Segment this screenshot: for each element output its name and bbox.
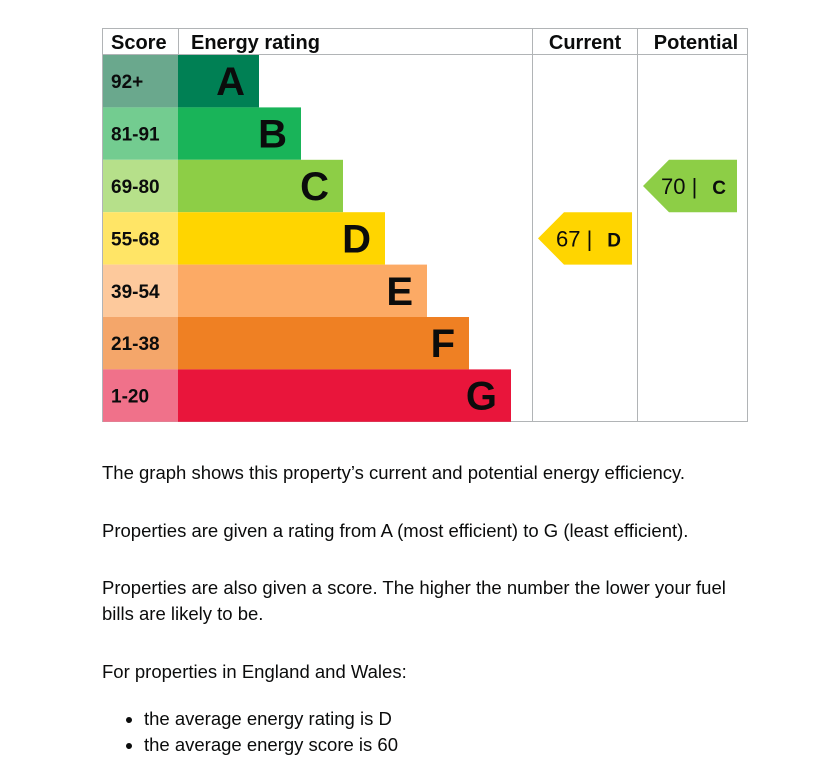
score-label-c: 69-80	[111, 177, 160, 198]
score-header: Score	[111, 32, 167, 54]
description-rating: Properties are given a rating from A (mo…	[102, 520, 689, 541]
score-cell-c	[103, 159, 178, 213]
description-score: Properties are also given a score. The h…	[102, 577, 726, 624]
rating-indicators: 67 | D 70 | C	[538, 159, 737, 265]
potential-rating-value: 70 |	[661, 174, 697, 199]
band-letter-d: D	[342, 217, 371, 261]
band-letter-g: G	[466, 375, 497, 419]
score-cell-a	[103, 55, 178, 108]
band-bar-a	[178, 55, 259, 108]
score-cell-g	[103, 369, 178, 422]
score-label-a: 92+	[111, 72, 143, 93]
score-cell-b	[103, 107, 178, 160]
band-letter-c: C	[300, 165, 329, 209]
energy-rating-header: Energy rating	[191, 32, 320, 54]
band-bar-g	[178, 369, 511, 422]
epc-chart: Score Energy rating Current Potential 92…	[102, 28, 748, 422]
score-label-e: 39-54	[111, 282, 160, 303]
score-label-g: 1-20	[111, 387, 149, 408]
current-rating-letter: D	[607, 230, 621, 251]
average-score-item: the average energy score is 60	[144, 732, 398, 758]
score-cell-f	[103, 317, 178, 370]
band-bar-d	[178, 212, 385, 265]
potential-rating-letter: C	[712, 178, 726, 199]
score-cell-e	[103, 264, 178, 317]
current-rating-arrow	[538, 212, 632, 265]
description-graph: The graph shows this property’s current …	[102, 462, 686, 483]
band-bar-f	[178, 317, 469, 370]
band-letter-e: E	[386, 270, 413, 314]
band-bar-b	[178, 107, 301, 160]
average-list: the average energy rating is D the avera…	[102, 706, 398, 758]
score-label-f: 21-38	[111, 334, 160, 355]
score-cell-d	[103, 212, 178, 265]
score-label-b: 81-91	[111, 125, 160, 146]
average-rating-item: the average energy rating is D	[144, 706, 398, 732]
potential-header: Potential	[654, 32, 738, 54]
band-letter-b: B	[258, 113, 287, 157]
score-label-d: 55-68	[111, 229, 160, 250]
current-header: Current	[549, 32, 622, 54]
description-region: For properties in England and Wales:	[102, 661, 407, 682]
potential-rating-arrow	[643, 159, 737, 213]
band-bar-c	[178, 159, 343, 213]
current-rating-value: 67 |	[556, 226, 592, 251]
rating-bands: 92+ A 81-91 B 69-80 C 55-68 D 39-54 E 21-38 F 1-20 G	[103, 55, 511, 422]
band-letter-a: A	[216, 60, 245, 104]
band-bar-e	[178, 264, 427, 317]
band-letter-f: F	[431, 322, 455, 366]
